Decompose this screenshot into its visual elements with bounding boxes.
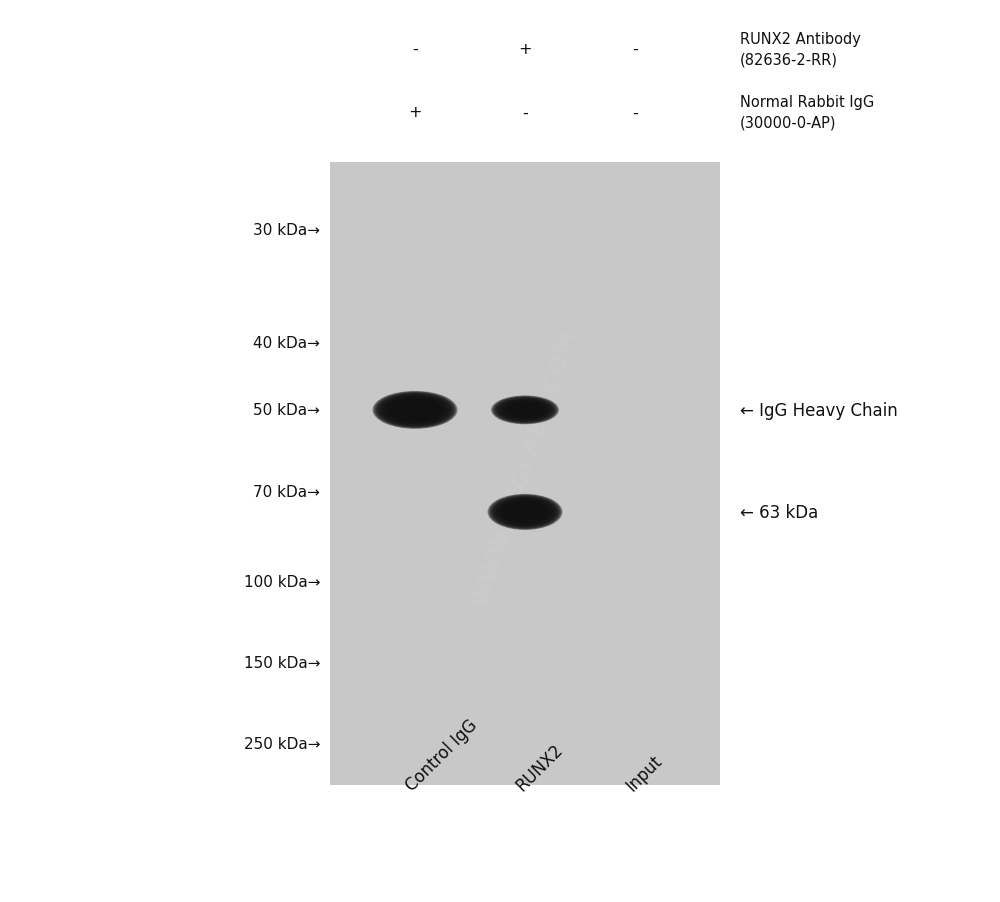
Ellipse shape [495,498,555,527]
Text: RUNX2: RUNX2 [512,740,566,794]
Ellipse shape [500,400,550,421]
Text: Normal Rabbit IgG
(30000-0-AP): Normal Rabbit IgG (30000-0-AP) [740,96,874,130]
Text: 250 kDa→: 250 kDa→ [244,737,320,751]
Ellipse shape [496,498,554,526]
Ellipse shape [378,394,452,427]
Ellipse shape [499,400,551,421]
Ellipse shape [494,397,556,424]
Text: ← IgG Heavy Chain: ← IgG Heavy Chain [740,401,898,419]
Text: 50 kDa→: 50 kDa→ [253,403,320,418]
Text: RUNX2 Antibody
(82636-2-RR): RUNX2 Antibody (82636-2-RR) [740,32,861,67]
Text: 30 kDa→: 30 kDa→ [253,223,320,237]
Ellipse shape [495,398,555,423]
Text: Input: Input [622,750,665,794]
Text: +: + [408,106,422,120]
Ellipse shape [501,400,549,420]
Text: 70 kDa→: 70 kDa→ [253,484,320,499]
Ellipse shape [376,393,454,428]
Ellipse shape [504,401,546,419]
Ellipse shape [503,401,547,419]
Ellipse shape [384,397,446,424]
Text: WWW.PTGLAB3.COM: WWW.PTGLAB3.COM [469,327,581,612]
Ellipse shape [497,499,553,526]
Ellipse shape [388,399,442,422]
Ellipse shape [500,500,550,525]
Ellipse shape [501,501,549,524]
Ellipse shape [379,394,451,427]
Ellipse shape [491,396,559,425]
Ellipse shape [382,396,448,425]
Text: 40 kDa→: 40 kDa→ [253,336,320,350]
Ellipse shape [502,501,548,523]
Text: 150 kDa→: 150 kDa→ [244,656,320,670]
Text: Control IgG: Control IgG [402,715,481,794]
Ellipse shape [488,494,562,529]
Ellipse shape [372,391,458,429]
Text: +: + [518,42,532,57]
Ellipse shape [499,500,551,525]
Ellipse shape [494,398,556,423]
Text: -: - [632,106,638,120]
Ellipse shape [380,395,450,426]
Text: -: - [522,106,528,120]
Ellipse shape [502,400,548,420]
Ellipse shape [387,398,443,423]
Text: 100 kDa→: 100 kDa→ [244,575,320,589]
Ellipse shape [498,500,552,525]
Ellipse shape [493,497,557,528]
Ellipse shape [494,497,556,527]
Ellipse shape [385,397,445,424]
Ellipse shape [383,396,447,425]
Ellipse shape [381,395,449,426]
Ellipse shape [493,397,557,424]
Ellipse shape [491,496,559,529]
Ellipse shape [496,398,554,423]
Ellipse shape [492,496,558,529]
Ellipse shape [375,392,455,428]
Ellipse shape [490,496,560,529]
Ellipse shape [492,396,558,425]
Ellipse shape [374,392,456,428]
Ellipse shape [498,399,552,422]
Ellipse shape [489,495,561,529]
Ellipse shape [500,400,550,421]
Text: -: - [632,42,638,57]
Text: ← 63 kDa: ← 63 kDa [740,503,818,521]
Bar [330,162,720,785]
Ellipse shape [497,399,553,422]
Ellipse shape [488,494,562,530]
Text: -: - [412,42,418,57]
Ellipse shape [377,393,453,428]
Ellipse shape [386,398,444,423]
